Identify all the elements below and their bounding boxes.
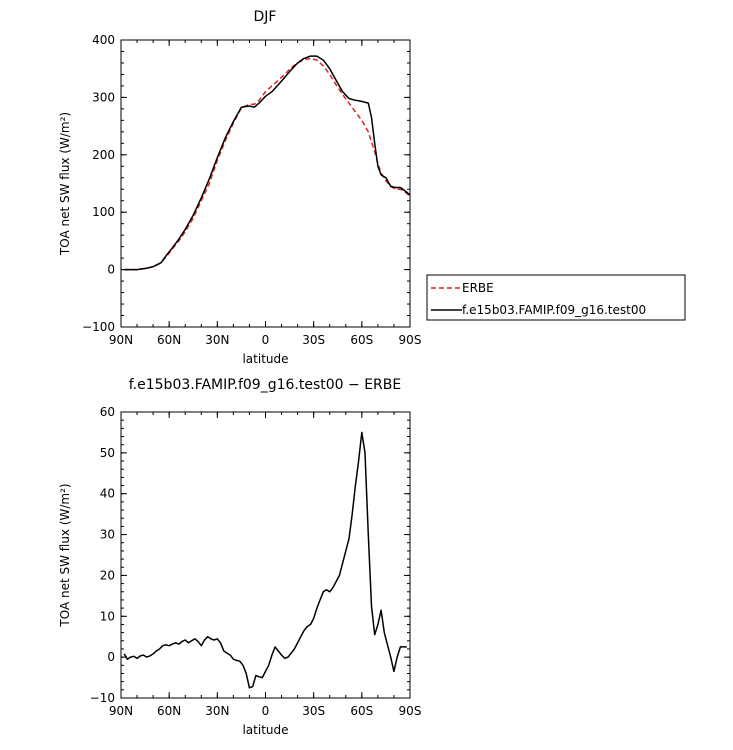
y-tick-label: −100 bbox=[82, 320, 115, 334]
x-tick-label: 90N bbox=[109, 333, 133, 347]
y-tick-label: 30 bbox=[100, 528, 115, 542]
y-axis: −100 0 100 200 300 400 bbox=[82, 33, 410, 334]
x-tick-label: 30S bbox=[302, 333, 325, 347]
x-tick-label: 90S bbox=[399, 333, 422, 347]
x-axis-label: latitude bbox=[242, 723, 288, 737]
legend-box bbox=[426, 274, 686, 321]
chart-difference: f.e15b03.FAMIP.f09_g16.test00 − ERBE 90N… bbox=[58, 377, 421, 737]
series-line-difference bbox=[123, 431, 407, 689]
x-axis-label: latitude bbox=[242, 352, 288, 366]
plot-frame bbox=[120, 39, 411, 328]
y-tick-label: 100 bbox=[92, 205, 115, 219]
y-tick-label: 300 bbox=[92, 90, 115, 104]
chart-djf: DJF 90N 60N 30N 0 30S 60S 90S −100 0 100 200 300 40… bbox=[58, 9, 421, 366]
plot-frame bbox=[120, 411, 411, 699]
x-axis: 90N 60N 30N 0 30S 60S 90S bbox=[109, 40, 422, 347]
y-tick-label: 40 bbox=[100, 487, 115, 501]
x-tick-label: 30N bbox=[205, 704, 229, 718]
y-axis-label: TOA net SW flux (W/m²) bbox=[58, 112, 72, 256]
x-tick-label: 90S bbox=[399, 704, 422, 718]
y-tick-label: −10 bbox=[90, 691, 115, 705]
y-tick-label: 200 bbox=[92, 148, 115, 162]
x-tick-label: 60N bbox=[157, 704, 181, 718]
series-lines bbox=[123, 431, 407, 689]
x-tick-label: 60S bbox=[350, 704, 373, 718]
x-axis: 90N 60N 30N 0 30S 60S 90S bbox=[109, 412, 422, 718]
series-line-f-e15b03-famip-f09-g16-test00 bbox=[124, 55, 411, 271]
y-tick-label: 10 bbox=[100, 609, 115, 623]
y-tick-label: 20 bbox=[100, 568, 115, 582]
y-tick-label: 60 bbox=[100, 405, 115, 419]
x-tick-label: 0 bbox=[262, 704, 270, 718]
x-tick-label: 60S bbox=[350, 333, 373, 347]
y-tick-label: 50 bbox=[100, 446, 115, 460]
chart-title: f.e15b03.FAMIP.f09_g16.test00 − ERBE bbox=[129, 377, 401, 393]
x-tick-label: 0 bbox=[262, 333, 270, 347]
y-tick-label: 0 bbox=[107, 263, 115, 277]
x-tick-label: 30N bbox=[205, 333, 229, 347]
y-axis-label: TOA net SW flux (W/m²) bbox=[58, 483, 72, 627]
x-tick-label: 90N bbox=[109, 704, 133, 718]
y-tick-label: 400 bbox=[92, 33, 115, 47]
x-tick-label: 30S bbox=[302, 704, 325, 718]
series-line-erbe bbox=[124, 57, 411, 271]
y-axis: −10 0 10 20 30 40 50 60 bbox=[90, 405, 410, 705]
x-tick-label: 60N bbox=[157, 333, 181, 347]
legend-label-model: f.e15b03.FAMIP.f09_g16.test00 bbox=[462, 303, 646, 317]
y-tick-label: 0 bbox=[107, 650, 115, 664]
chart-title: DJF bbox=[254, 9, 277, 25]
series-lines bbox=[124, 55, 411, 271]
legend-label-erbe: ERBE bbox=[462, 281, 494, 295]
legend: ERBE f.e15b03.FAMIP.f09_g16.test00 bbox=[426, 274, 686, 321]
